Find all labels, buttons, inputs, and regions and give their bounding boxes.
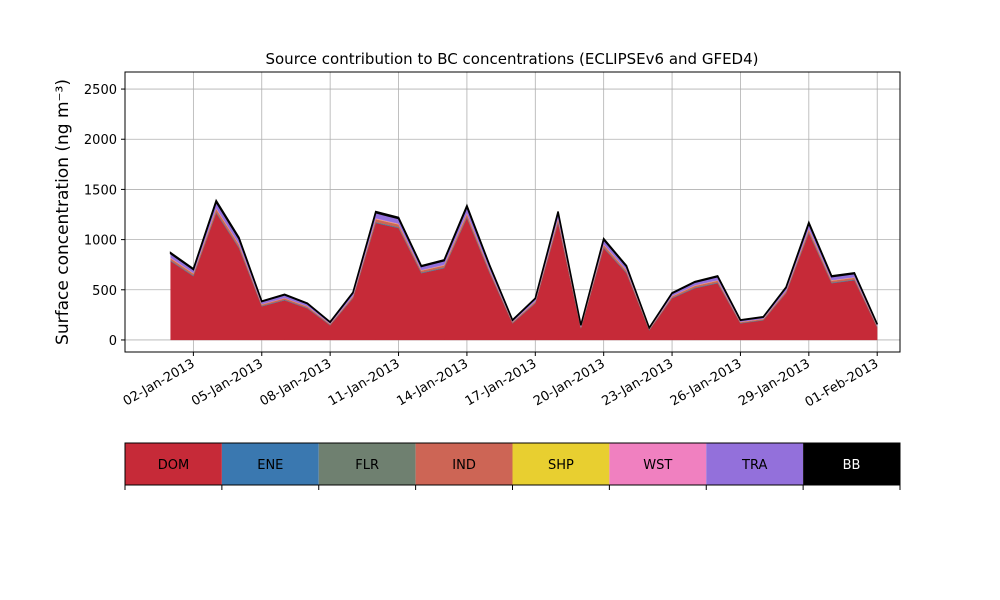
x-tick-label: 23-Jan-2013 <box>599 356 676 409</box>
y-tick-label: 500 <box>92 284 117 299</box>
y-axis-label: Surface concentration (ng m⁻³) <box>53 79 73 345</box>
legend-swatch <box>318 443 416 485</box>
legend-frame <box>124 442 901 486</box>
legend-label: DOM <box>158 458 189 473</box>
plot-frame <box>124 71 901 353</box>
y-tick-label: 1000 <box>84 234 117 249</box>
chart-title: Source contribution to BC concentrations… <box>265 50 758 68</box>
legend-label: ENE <box>257 458 283 473</box>
x-tick-label: 14-Jan-2013 <box>394 356 471 409</box>
y-tick-label: 2500 <box>84 83 117 98</box>
legend-label: TRA <box>741 458 767 473</box>
x-tick-label: 11-Jan-2013 <box>326 356 403 409</box>
legend-label: SHP <box>548 458 574 473</box>
area <box>170 212 878 341</box>
x-tick-label: 08-Jan-2013 <box>258 356 335 409</box>
x-tick-label: 05-Jan-2013 <box>189 356 266 409</box>
legend-swatch <box>706 443 804 485</box>
legend-swatch <box>803 443 900 485</box>
legend-swatch <box>221 443 319 485</box>
x-tick-label: 26-Jan-2013 <box>668 356 745 409</box>
legend-label: IND <box>452 458 476 473</box>
x-tick-label: 01-Feb-2013 <box>803 356 882 410</box>
y-tick-label: 0 <box>109 334 117 349</box>
legend-label: FLR <box>355 458 379 473</box>
legend-swatch <box>415 443 513 485</box>
legend-swatch <box>125 443 222 485</box>
legend-swatch <box>512 443 610 485</box>
x-tick-label: 20-Jan-2013 <box>531 356 608 409</box>
area <box>169 198 878 330</box>
legend-label: WST <box>643 458 672 473</box>
x-tick-label: 02-Jan-2013 <box>121 356 198 409</box>
y-tick-label: 2000 <box>84 133 117 148</box>
legend-label: BB <box>843 458 861 473</box>
x-tick-label: 29-Jan-2013 <box>736 356 813 409</box>
y-tick-label: 1500 <box>84 183 117 198</box>
x-tick-label: 17-Jan-2013 <box>463 356 540 409</box>
legend-swatch <box>609 443 707 485</box>
